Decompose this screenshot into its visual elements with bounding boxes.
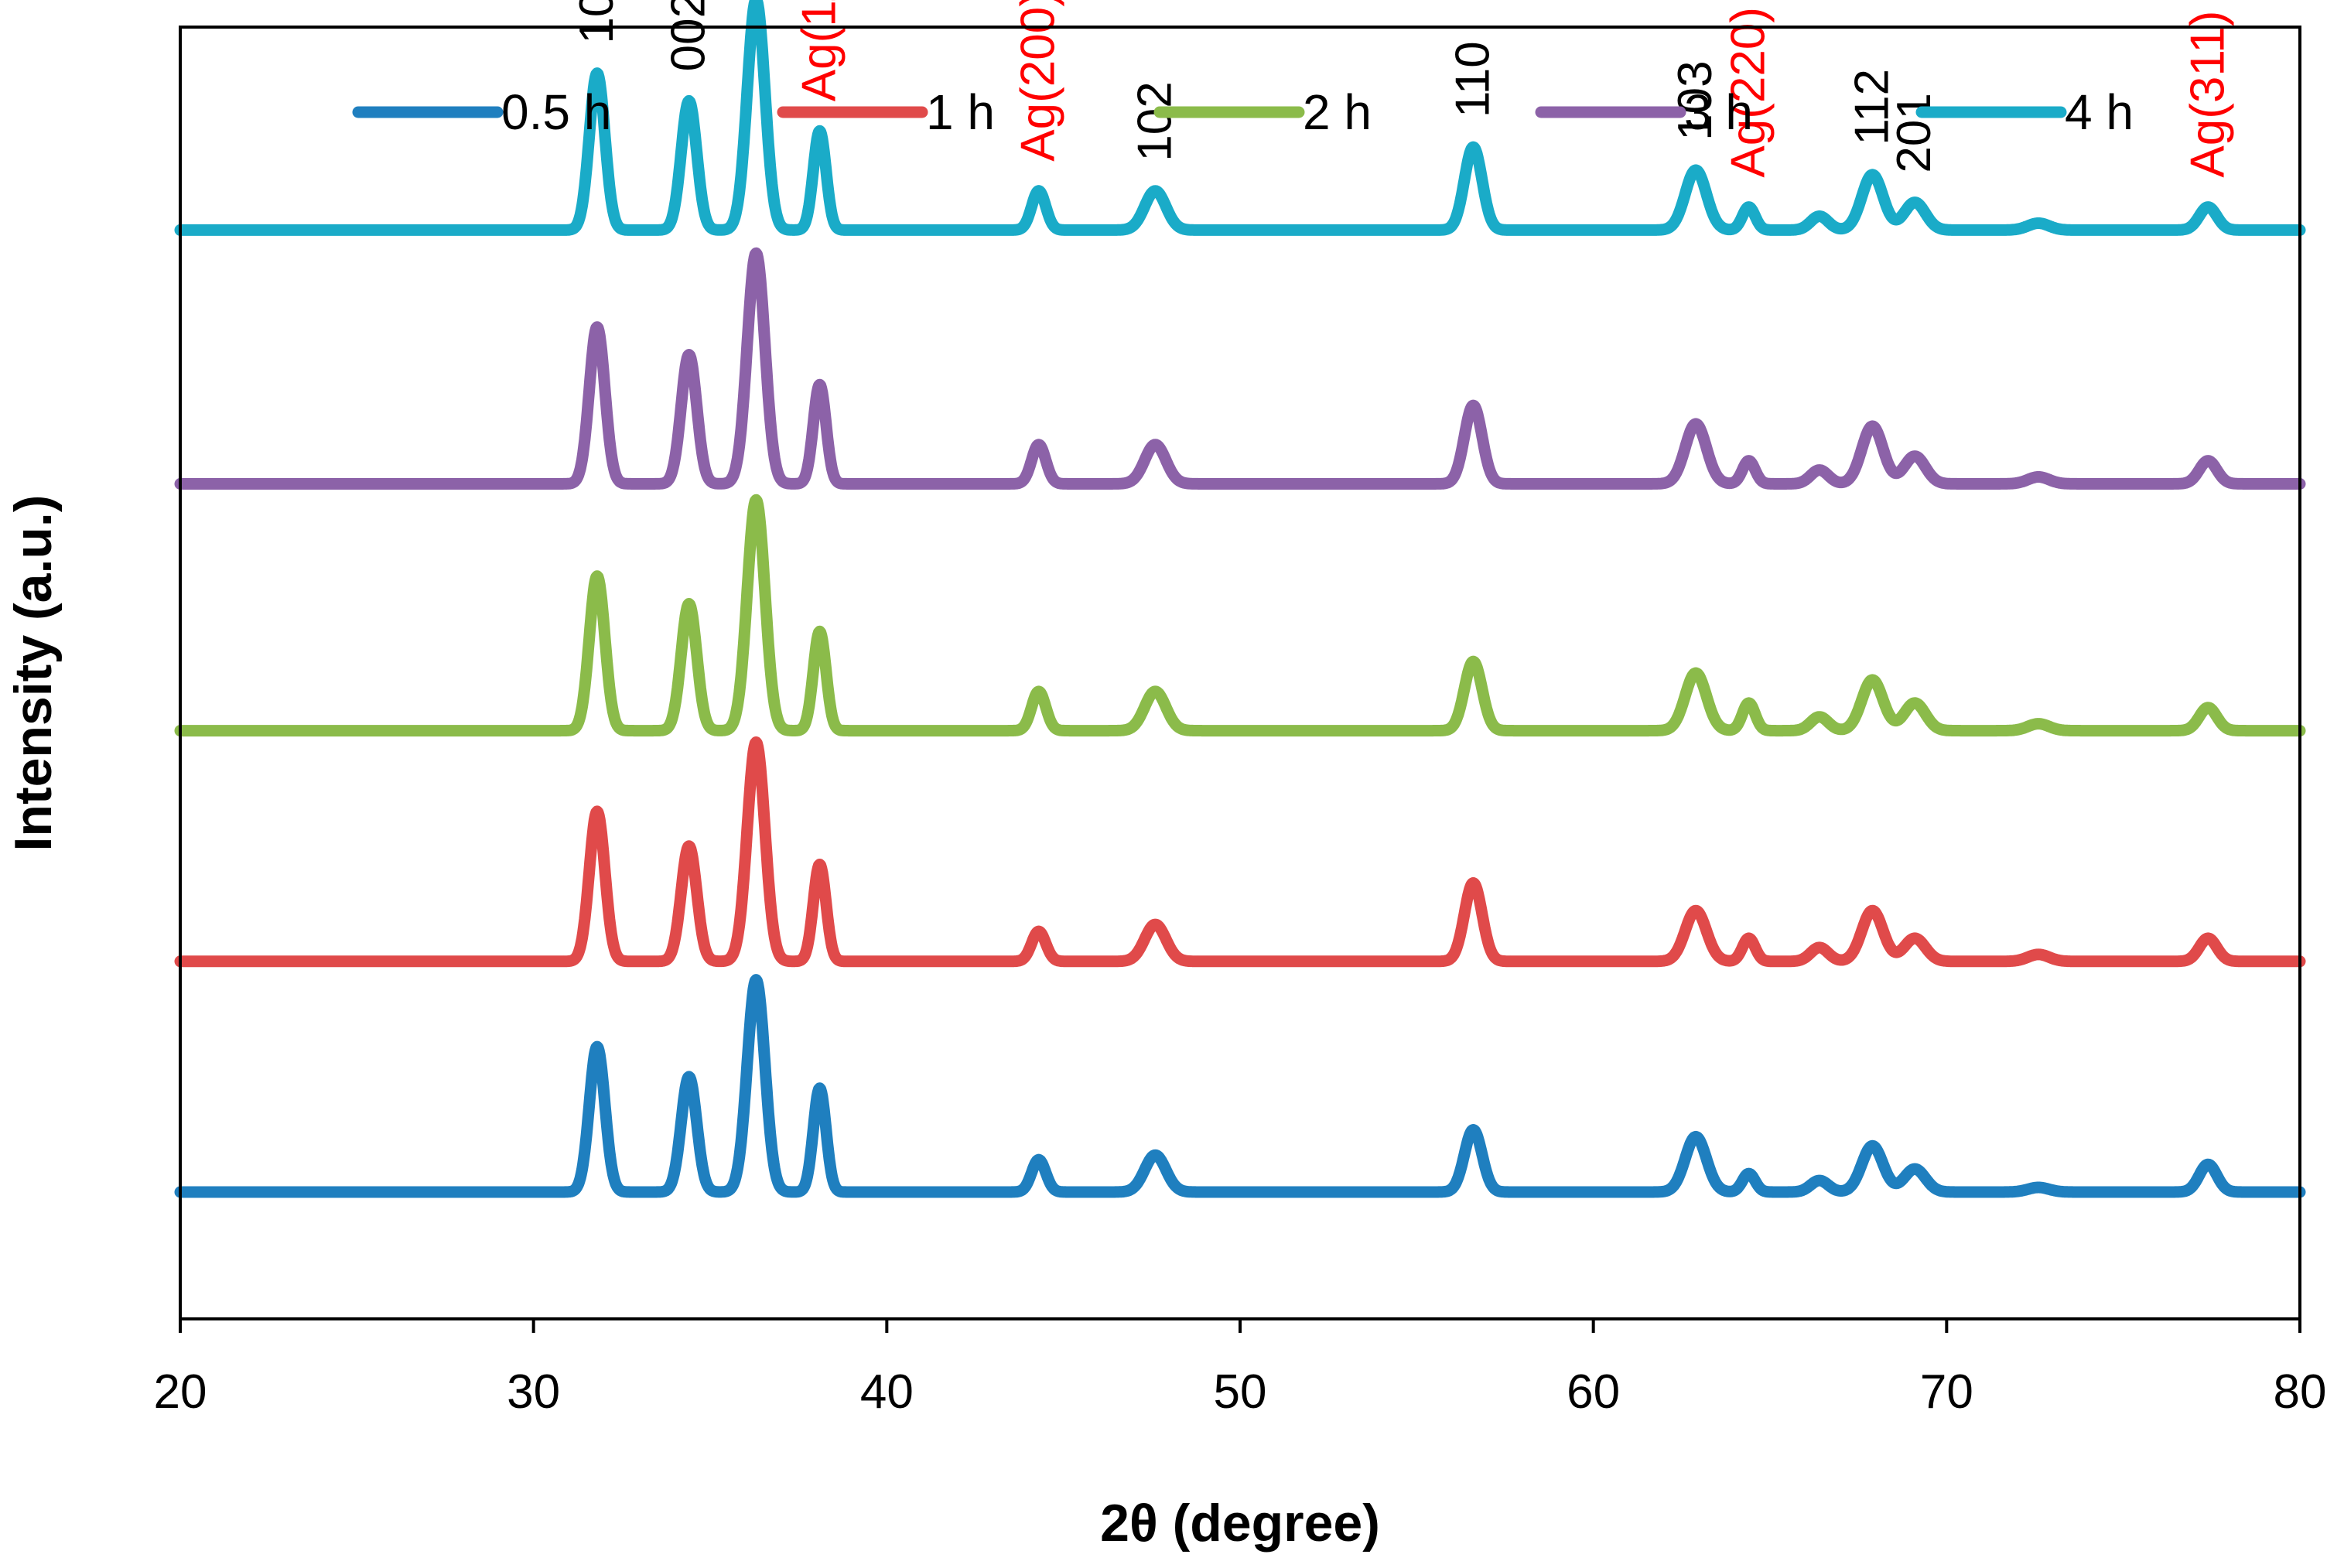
x-tick-label-2: 40 [860,1365,914,1419]
legend-label-2: 2 h [1303,84,1372,140]
x-tick-label-1: 30 [507,1365,560,1419]
peak-label-4: Ag(200) [1012,0,1065,162]
legend: 0.5 h 1 h 2 h 3 h 4 h [352,84,2134,140]
peak-label-10: 201 [1888,93,1941,173]
peak-label-3: Ag(111) [793,0,846,101]
peak-label-7: 103 [1669,60,1722,140]
series-line-3 [174,247,2306,490]
legend-label-0: 0.5 h [501,84,611,140]
legend-label-4: 4 h [2065,84,2134,140]
series-line-1 [174,736,2306,968]
series-line-4 [174,0,2306,236]
x-tick-label-6: 80 [2274,1365,2327,1419]
legend-label-3: 3 h [1684,84,1753,140]
peak-label-8: Ag(220) [1722,7,1775,178]
series-layer [174,0,2306,1198]
peak-label-1: 002 [662,0,716,71]
peak-label-6: 110 [1446,41,1499,118]
x-tick-label-4: 60 [1567,1365,1620,1419]
x-axis: 20 30 40 50 60 70 80 [154,1319,2327,1419]
annotation-layer: 100002101Ag(111)Ag(200)102110103Ag(220)1… [570,0,2234,178]
x-tick-label-0: 20 [154,1365,207,1419]
peak-label-11: Ag(311) [2181,11,2234,178]
series-line-0 [174,974,2306,1198]
peak-label-9: 112 [1845,69,1898,145]
x-tick-label-3: 50 [1214,1365,1267,1419]
peak-label-0: 100 [570,0,624,44]
peak-label-5: 102 [1128,81,1181,161]
y-axis-title: Intensity (a.u.) [4,495,63,852]
x-tick-label-5: 70 [1920,1365,1973,1419]
legend-label-1: 1 h [926,84,995,140]
x-axis-title: 2θ (degree) [1100,1494,1380,1553]
series-line-2 [174,494,2306,737]
